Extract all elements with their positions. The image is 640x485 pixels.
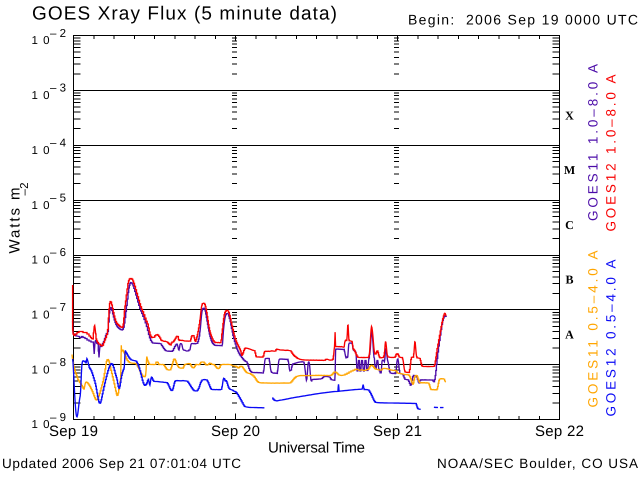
svg-text:Sep 21: Sep 21 bbox=[373, 423, 422, 440]
svg-text:GOES11 1.0–8.0 A: GOES11 1.0–8.0 A bbox=[586, 64, 601, 221]
svg-text:GOES Xray Flux (5 minute data): GOES Xray Flux (5 minute data) bbox=[32, 4, 337, 25]
svg-text:Universal Time: Universal Time bbox=[268, 440, 365, 457]
svg-text:Watts m: Watts m bbox=[7, 188, 24, 254]
svg-text:NOAA/SEC Boulder, CO USA: NOAA/SEC Boulder, CO USA bbox=[437, 456, 638, 471]
svg-text:X: X bbox=[565, 108, 574, 122]
svg-text:GOES12 0.5–4.0 A: GOES12 0.5–4.0 A bbox=[604, 260, 619, 417]
svg-text:Begin: 2006 Sep 19 0000 UTC: Begin: 2006 Sep 19 0000 UTC bbox=[408, 12, 638, 28]
svg-text:A: A bbox=[565, 327, 574, 341]
svg-text:C: C bbox=[565, 218, 574, 232]
svg-text:Sep 20: Sep 20 bbox=[211, 423, 260, 440]
svg-text:B: B bbox=[565, 273, 573, 287]
svg-text:Sep 19: Sep 19 bbox=[49, 423, 98, 440]
svg-text:–2: –2 bbox=[19, 183, 31, 196]
svg-text:Updated 2006 Sep 21 07:01:04 U: Updated 2006 Sep 21 07:01:04 UTC bbox=[2, 456, 241, 471]
svg-text:GOES12 1.0–8.0 A: GOES12 1.0–8.0 A bbox=[604, 75, 619, 232]
svg-text:M: M bbox=[564, 163, 575, 177]
svg-text:GOES11 0.5–4.0 A: GOES11 0.5–4.0 A bbox=[586, 251, 601, 408]
svg-text:Sep 22: Sep 22 bbox=[535, 423, 584, 440]
